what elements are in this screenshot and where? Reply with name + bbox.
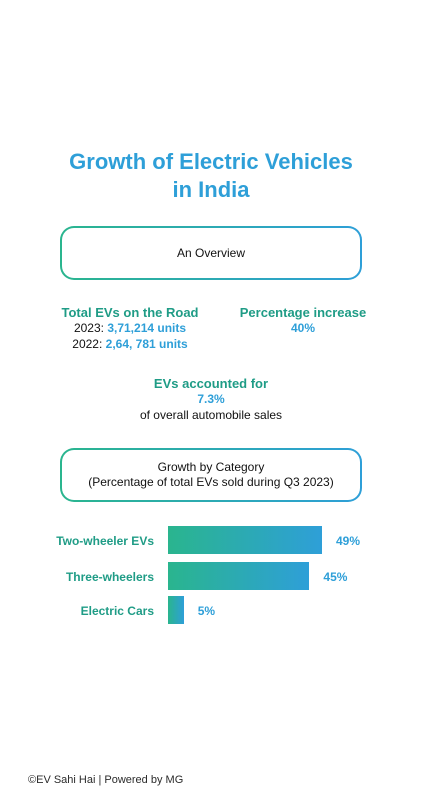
total-evs-2023: 2023: 3,71,214 units <box>50 320 210 336</box>
value-2023: 3,71,214 units <box>107 321 187 335</box>
evs-share-block: EVs accounted for 7.3% of overall automo… <box>0 376 422 423</box>
category-title: Growth by Category <box>157 460 265 474</box>
bar-label: Three-wheelers <box>65 570 154 584</box>
footer-credit: ©EV Sahi Hai | Powered by MG <box>28 774 184 786</box>
bar-value-label: 5% <box>197 604 216 618</box>
year-2023-label: 2023: <box>73 321 104 335</box>
bar-label: Two-wheeler EVs <box>56 534 154 548</box>
year-2022-label: 2022: <box>72 337 103 351</box>
bar <box>168 596 184 624</box>
bar <box>168 562 310 590</box>
total-evs-label: Total EVs on the Road <box>61 305 199 320</box>
percentage-increase-block: Percentage increase 40% <box>228 305 378 336</box>
total-evs-2022: 2022: 2,64, 781 units <box>50 336 210 352</box>
overview-label: An Overview <box>176 245 246 260</box>
overview-box: An Overview <box>60 226 362 280</box>
percentage-increase-label: Percentage increase <box>239 305 367 320</box>
bar <box>168 526 322 554</box>
percentage-increase-value: 40% <box>290 321 316 335</box>
bar-value-label: 49% <box>336 534 361 548</box>
title-line-2: in India <box>172 177 250 202</box>
bar-value-label: 45% <box>323 570 348 584</box>
evs-share-value: 7.3% <box>197 392 225 406</box>
value-2022: 2,64, 781 units <box>105 337 188 351</box>
bar-label: Electric Cars <box>80 604 154 618</box>
page-title: Growth of Electric Vehicles in India <box>0 148 422 204</box>
category-box: Growth by Category (Percentage of total … <box>60 448 362 502</box>
total-evs-block: Total EVs on the Road 2023: 3,71,214 uni… <box>50 305 210 352</box>
title-line-1: Growth of Electric Vehicles <box>69 149 353 174</box>
evs-share-label: EVs accounted for <box>153 376 269 391</box>
evs-share-suffix: of overall automobile sales <box>139 408 283 422</box>
category-subtitle: (Percentage of total EVs sold during Q3 … <box>88 475 334 489</box>
